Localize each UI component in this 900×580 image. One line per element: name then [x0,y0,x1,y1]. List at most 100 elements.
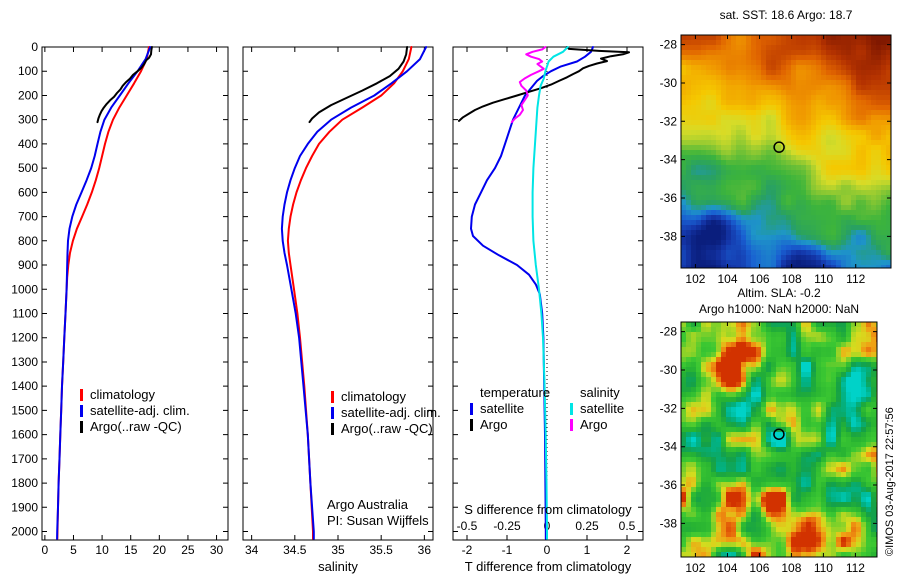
lat-tick-label: -38 [660,229,678,243]
profile-line-satellite-adj-clim- [56,46,152,540]
x-tick-label: 36 [418,543,432,557]
profile-line-climatology [286,46,413,540]
legend-label: climatology [90,387,156,402]
argo-swatch [470,419,473,431]
legend-item-argo: Argo [470,417,550,433]
x-tick-label: 25 [181,543,195,557]
credit-line1: Argo Australia [327,497,408,512]
depth-tick-label: 400 [18,137,38,151]
s-tick-label: -0.25 [493,519,521,533]
legend-label: satellite-adj. clim. [90,403,190,418]
salinity-panel-legend: climatology satellite-adj. clim. Argo(..… [331,389,441,437]
difference-temperature-legend: temperature satellite Argo [470,385,550,433]
map-frame [680,321,878,558]
depth-tick-label: 1100 [12,306,38,320]
x-tick-label: -2 [462,543,473,557]
argo-salinity-swatch [570,419,573,431]
salinity-axis-label: salinity [318,559,358,574]
depth-tick-label: 500 [18,161,38,175]
lat-tick-label: -30 [660,76,678,90]
lat-tick-label: -38 [660,516,678,530]
satellite-salinity-swatch [570,403,573,415]
lon-tick-label: 102 [685,272,705,286]
depth-tick-label: 900 [18,258,38,272]
axis-box [41,46,229,541]
x-tick-label: 34 [245,543,259,557]
credit-line2: PI: Susan Wijffels [327,513,429,528]
difference-panel: -2 -1 0 1 2-0.5 -0.25 0 0.25 0.5 [452,46,644,557]
axis-ticks [42,46,228,540]
lat-tick-label: -32 [660,401,678,415]
lon-tick-label: 106 [750,272,770,286]
x-tick-label: 35.5 [370,543,394,557]
difference-salinity-legend: salinity satellite Argo [570,385,624,433]
x-tick-label: 5 [70,543,77,557]
depth-tick-label: 600 [18,185,38,199]
sst-map-title: sat. SST: 18.6 Argo: 18.7 [719,8,853,22]
legend-label: satellite [580,401,625,416]
lon-tick-label: 108 [781,561,801,575]
argo-australia-credit: Argo Australia PI: Susan Wijffels [327,497,429,529]
s-difference-axis-title: S difference from climatology [464,502,632,517]
imos-watermark: ©IMOS 03-Aug-2017 22:57:56 [884,407,896,556]
sst-map: 102 104 106 108 110 112 -28 -30 -32 -34 -36 -38 [660,34,892,286]
argo-swatch [331,423,334,435]
lat-tick-label: -36 [660,191,678,205]
legend-item-climatology: climatology [80,387,190,403]
satellite-clim-swatch [80,405,83,417]
legend-label: satellite-adj. clim. [341,405,441,420]
depth-tick-label: 0 [31,40,38,54]
satellite-clim-swatch [331,407,334,419]
lon-tick-label: 112 [846,561,865,575]
lat-tick-label: -28 [660,38,678,52]
legend-label: satellite [480,401,525,416]
legend-item-satellite-clim: satellite-adj. clim. [331,405,441,421]
x-tick-label: 10 [95,543,109,557]
sla-map: 102 104 106 108 110 112 -28 -30 -32 -34 -36 -38 [660,321,878,575]
climatology-swatch [80,389,83,401]
legend-item-satellite: satellite [470,401,550,417]
depth-tick-label: 1400 [11,379,38,393]
s-tick-label: -0.5 [457,519,478,533]
temperature-panel: 0 5 10 15 20 25 300100200300400500600700800900… [11,40,229,557]
lat-tick-label: -34 [660,153,678,167]
lon-tick-label: 104 [717,272,737,286]
depth-tick-label: 800 [18,234,38,248]
lon-tick-label: 104 [717,561,737,575]
profile-line-salinity-argo [510,46,547,124]
depth-tick-label: 700 [18,210,38,224]
x-tick-label: 34.5 [283,543,307,557]
depth-tick-label: 1000 [11,282,38,296]
legend-title: salinity [580,385,620,400]
argo-position-marker [773,428,785,440]
axis-box [242,46,434,541]
legend-title: temperature [480,385,551,400]
depth-tick-label: 1800 [11,476,38,490]
argo-heights-caption: Argo h1000: NaN h2000: NaN [698,302,860,316]
x-tick-label: 35 [331,543,345,557]
lat-tick-label: -36 [660,478,678,492]
lon-tick-label: 106 [749,561,769,575]
lon-tick-label: 108 [782,272,802,286]
x-tick-label: -1 [502,543,513,557]
profile-line-salinity-satellite [531,46,569,540]
legend-item-argo: Argo(..raw -QC) [331,421,441,437]
climatology-swatch [331,391,334,403]
lat-tick-label: -28 [660,325,678,339]
x-tick-label: 20 [153,543,167,557]
lon-tick-label: 112 [846,272,865,286]
salinity-panel: 34 34.5 35 35.5 36 [242,46,434,557]
lat-tick-label: -30 [660,363,678,377]
x-tick-label: 0 [42,543,49,557]
map-frame [680,34,892,269]
depth-tick-label: 200 [18,88,38,102]
lat-tick-label: -32 [660,114,678,128]
legend-item-argo: Argo [570,417,624,433]
profile-line-argo-raw-qc- [96,46,153,124]
legend-label: Argo(..raw -QC) [341,421,433,436]
lon-tick-label: 110 [814,561,833,575]
depth-tick-label: 300 [18,113,38,127]
axis-box [452,46,644,541]
depth-tick-label: 100 [18,64,38,78]
